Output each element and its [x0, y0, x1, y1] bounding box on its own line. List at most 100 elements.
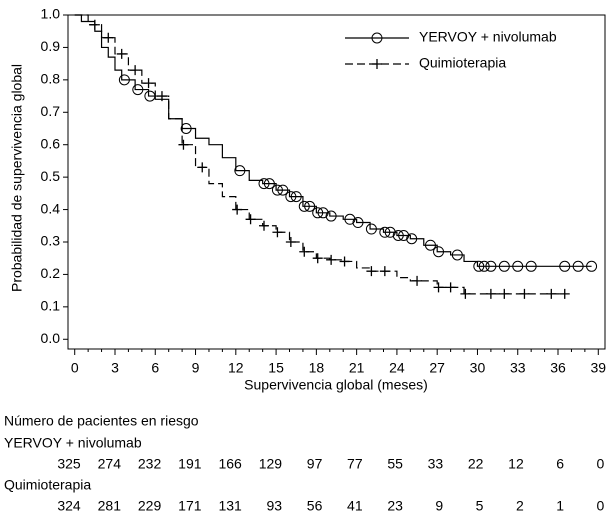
risk-count: 274	[98, 456, 122, 472]
censor-mark	[304, 200, 316, 212]
legend-marker	[372, 59, 382, 69]
censor-mark	[499, 288, 510, 299]
risk-count: 22	[468, 456, 484, 472]
risk-count: 5	[476, 498, 484, 514]
censor-mark	[259, 220, 270, 231]
risk-count: 41	[347, 498, 363, 514]
y-tick-label: 0.5	[41, 168, 61, 184]
y-tick-label: 0.3	[41, 233, 61, 249]
censor-mark	[178, 139, 189, 150]
y-tick-label: 0.9	[41, 38, 61, 54]
censor-mark	[398, 230, 410, 242]
x-tick-label: 33	[510, 360, 526, 376]
censor-mark	[339, 256, 350, 267]
censor-mark	[433, 282, 444, 293]
censor-mark	[460, 288, 471, 299]
y-tick-label: 0.8	[41, 71, 61, 87]
risk-count: 131	[218, 498, 242, 514]
y-tick-label: 0.2	[41, 265, 61, 281]
censor-mark	[366, 266, 377, 277]
censor-mark	[156, 91, 167, 102]
risk-count: 229	[138, 498, 162, 514]
censor-mark	[433, 246, 445, 258]
risk-count: 1	[556, 498, 564, 514]
risk-count: 232	[138, 456, 162, 472]
risk-count: 6	[556, 456, 564, 472]
censor-mark	[473, 260, 485, 272]
censor-mark	[312, 207, 324, 219]
risk-count: 0	[596, 456, 604, 472]
censor-mark	[412, 275, 423, 286]
risk-row-label: YERVOY + nivolumab	[4, 435, 142, 451]
censor-mark	[116, 48, 127, 59]
y-tick-label: 1.0	[41, 6, 61, 22]
risk-count: 12	[508, 456, 524, 472]
risk-count: 77	[347, 456, 363, 472]
censor-mark	[197, 162, 208, 173]
x-tick-label: 0	[71, 360, 79, 376]
legend-marker	[371, 32, 383, 44]
risk-count: 23	[387, 498, 403, 514]
censor-mark	[263, 178, 275, 190]
censor-mark	[232, 204, 243, 215]
censor-mark	[258, 178, 270, 190]
risk-count: 55	[387, 456, 403, 472]
risk-count: 97	[307, 456, 323, 472]
y-tick-label: 0.7	[41, 103, 61, 119]
risk-count: 281	[98, 498, 122, 514]
risk-count: 129	[259, 456, 283, 472]
risk-count: 166	[218, 456, 242, 472]
risk-count: 33	[428, 456, 444, 472]
censor-mark	[445, 282, 456, 293]
risk-row-label: Quimioterapia	[4, 477, 91, 493]
risk-count: 56	[307, 498, 323, 514]
risk-count: 2	[516, 498, 524, 514]
censor-mark	[572, 260, 584, 272]
legend-label: Quimioterapia	[419, 55, 506, 71]
survival-curve	[74, 14, 592, 267]
x-tick-label: 36	[550, 360, 566, 376]
censor-mark	[118, 74, 130, 86]
risk-count: 93	[267, 498, 283, 514]
x-tick-label: 24	[389, 360, 405, 376]
x-tick-label: 15	[268, 360, 284, 376]
risk-count: 324	[57, 498, 81, 514]
censor-mark	[525, 260, 537, 272]
censor-mark	[130, 65, 141, 76]
censor-mark	[326, 254, 337, 265]
censor-mark	[478, 260, 490, 272]
censor-mark	[352, 217, 364, 229]
censor-mark	[312, 253, 323, 264]
censor-mark	[392, 230, 404, 242]
censor-mark	[285, 191, 297, 203]
x-tick-label: 9	[192, 360, 200, 376]
censor-mark	[132, 84, 144, 96]
censor-mark	[512, 260, 524, 272]
risk-count: 0	[596, 498, 604, 514]
censor-mark	[277, 184, 289, 196]
x-tick-label: 3	[111, 360, 119, 376]
censor-mark	[546, 288, 557, 299]
censor-mark	[384, 226, 396, 238]
censor-mark	[485, 288, 496, 299]
censor-mark	[325, 210, 337, 222]
censor-mark	[285, 236, 296, 247]
risk-title: Número de pacientes en riesgo	[4, 413, 199, 429]
y-tick-label: 0.1	[41, 298, 61, 314]
censor-mark	[365, 223, 377, 235]
censor-mark	[424, 239, 436, 251]
x-tick-label: 21	[349, 360, 365, 376]
censor-mark	[272, 227, 283, 238]
censor-mark	[519, 288, 530, 299]
censor-mark	[271, 184, 283, 196]
x-tick-label: 6	[151, 360, 159, 376]
censor-mark	[317, 207, 329, 219]
censor-mark	[299, 246, 310, 257]
censor-mark	[379, 226, 391, 238]
censor-mark	[485, 260, 497, 272]
x-axis-label: Supervivencia global (meses)	[244, 377, 428, 393]
x-tick-label: 30	[470, 360, 486, 376]
censor-mark	[143, 78, 154, 89]
